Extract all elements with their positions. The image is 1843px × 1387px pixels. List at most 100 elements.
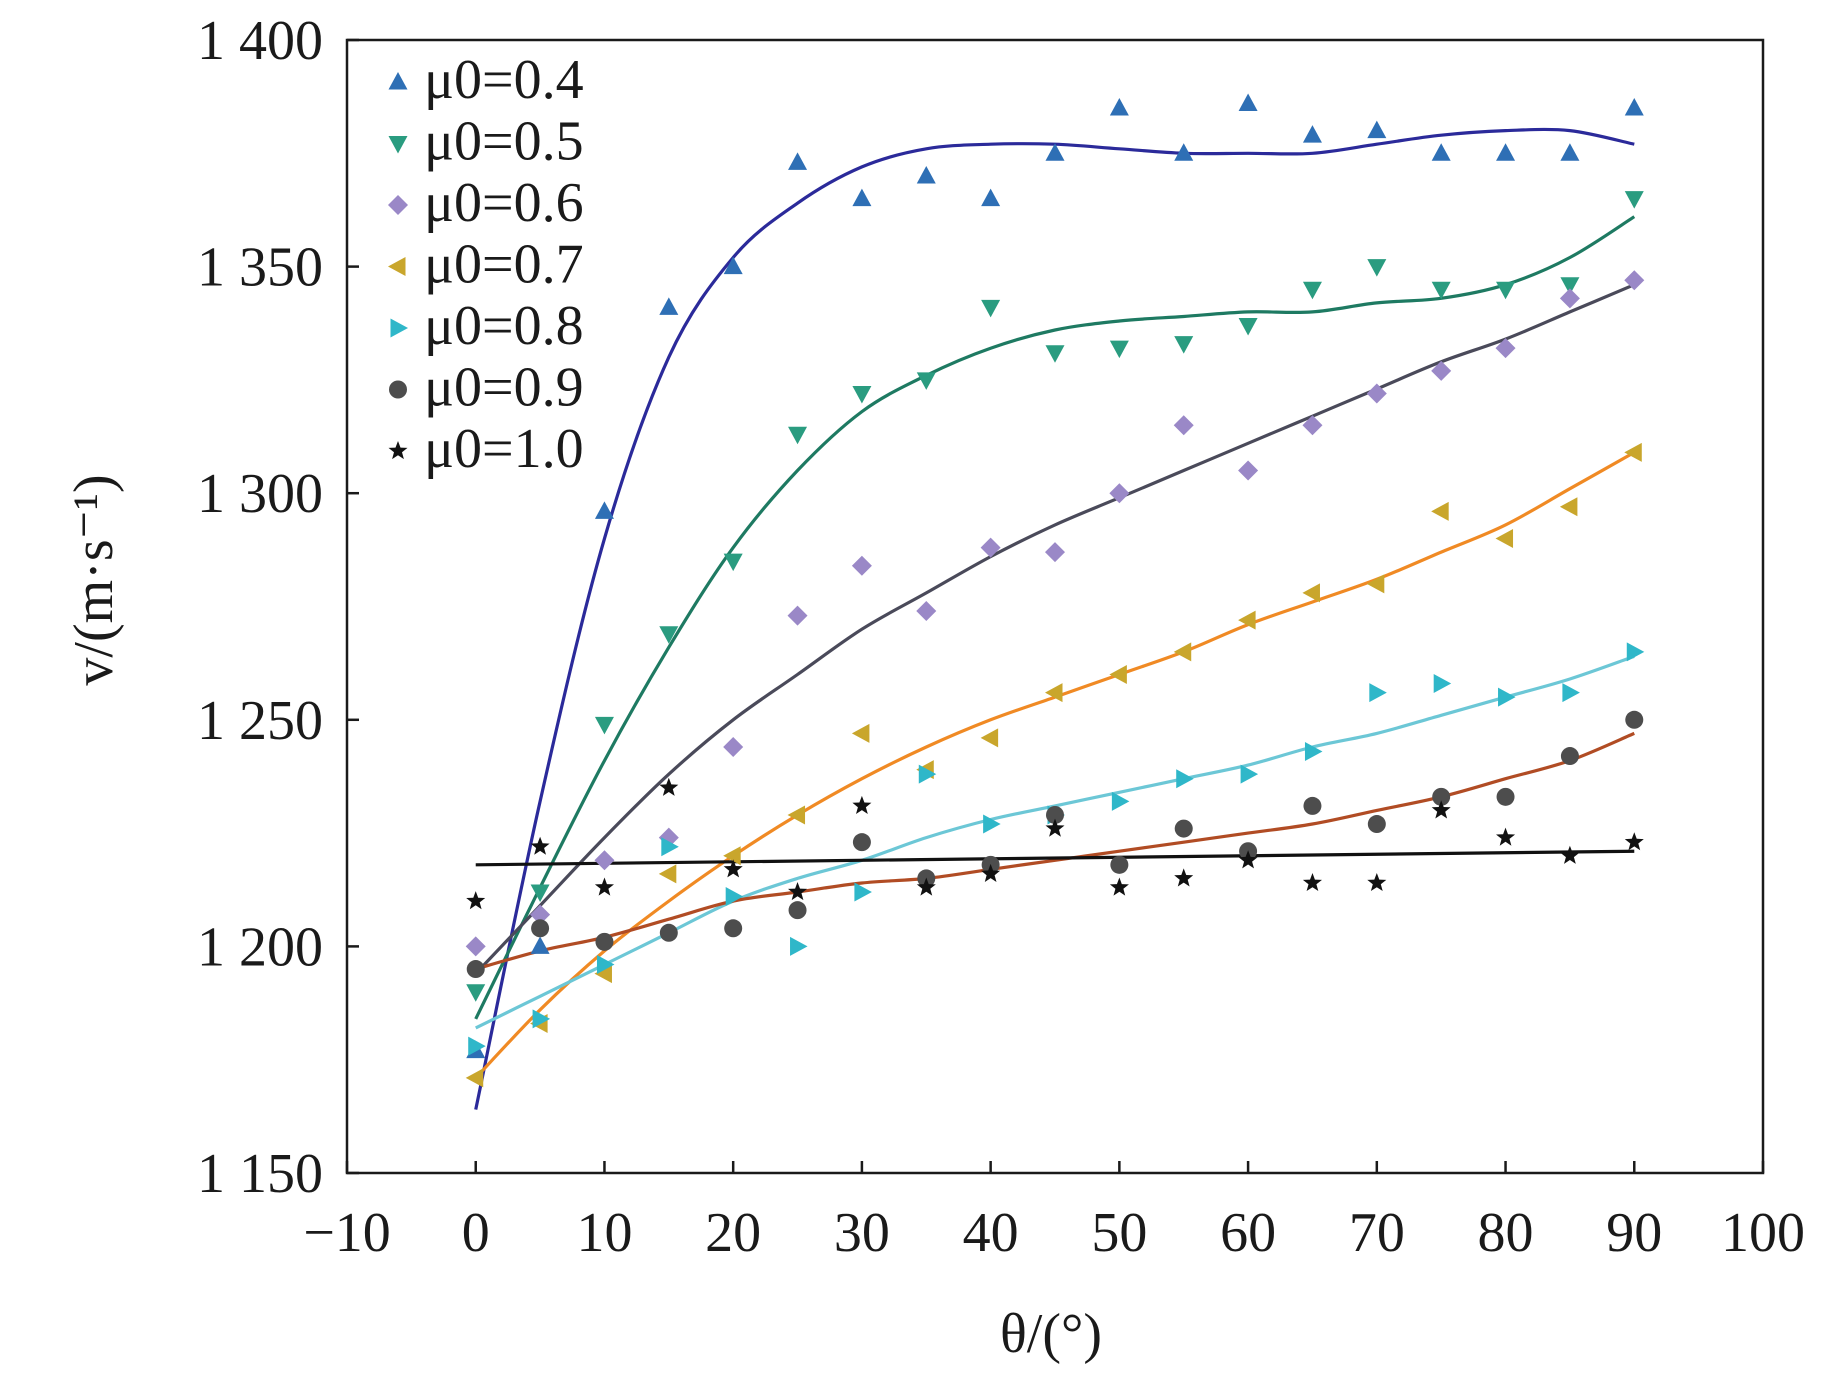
data-point — [983, 814, 1001, 834]
data-point — [1496, 827, 1516, 846]
data-point — [916, 601, 937, 622]
data-point — [1045, 345, 1065, 363]
data-point — [1302, 415, 1323, 436]
legend-label: μ0=0.7 — [424, 234, 584, 296]
data-point — [1046, 805, 1064, 824]
data-point — [1304, 742, 1323, 762]
data-point — [790, 936, 808, 956]
data-point — [787, 605, 808, 626]
data-point — [1625, 710, 1644, 729]
fit-curve-mu0-00-7 — [474, 451, 1636, 1079]
data-point — [661, 837, 679, 857]
data-point — [980, 537, 1001, 558]
data-point — [1498, 687, 1516, 707]
data-point — [1173, 642, 1192, 662]
x-tick-label: 10 — [576, 1202, 632, 1264]
series-mu0-00-6 — [465, 270, 1645, 957]
legend-item: μ0=0.4 — [388, 49, 584, 111]
legend-label: μ0=0.6 — [424, 172, 584, 234]
legend-marker — [388, 441, 408, 460]
data-point — [659, 923, 678, 942]
data-point — [659, 777, 679, 796]
data-point — [1238, 93, 1258, 111]
data-point — [1109, 97, 1129, 116]
data-point — [1109, 340, 1129, 359]
legend-marker — [389, 380, 407, 399]
data-point — [594, 850, 615, 871]
data-point — [1432, 787, 1451, 806]
data-point — [466, 984, 486, 1002]
data-point — [851, 555, 872, 576]
y-tick-label: 1 400 — [197, 10, 323, 72]
legend-item: μ0=0.8 — [390, 295, 584, 357]
x-tick-label: 30 — [834, 1202, 890, 1264]
legend: μ0=0.4μ0=0.5μ0=0.6μ0=0.7μ0=0.8μ0=0.9μ0=1… — [388, 49, 584, 480]
data-point — [1624, 442, 1642, 462]
data-point — [1367, 120, 1387, 139]
x-tick-label: 90 — [1606, 1202, 1662, 1264]
data-point — [788, 901, 807, 920]
data-point — [1624, 97, 1644, 116]
legend-label: μ0=0.5 — [424, 111, 584, 173]
data-point — [1240, 764, 1259, 784]
data-point — [1045, 818, 1065, 837]
y-tick-label: 1 300 — [197, 463, 323, 525]
data-point — [1431, 281, 1451, 300]
x-tick-label: 40 — [963, 1202, 1019, 1264]
series-mu0-00-7 — [465, 442, 1642, 1088]
data-point — [788, 152, 808, 170]
data-point — [725, 887, 744, 907]
data-point — [788, 882, 808, 901]
data-point — [1560, 277, 1580, 295]
data-point — [1496, 143, 1516, 161]
data-point — [852, 795, 872, 814]
fit-curve-mu0-00-6 — [474, 283, 1635, 975]
data-point — [468, 1036, 486, 1056]
data-point — [723, 859, 743, 878]
data-point — [852, 385, 872, 404]
data-point — [596, 955, 615, 975]
data-point — [1366, 383, 1387, 404]
data-point — [723, 256, 743, 275]
data-point — [1174, 868, 1194, 887]
data-point — [1109, 664, 1127, 684]
legend-label: μ0=0.9 — [424, 357, 584, 419]
data-point — [1238, 460, 1259, 481]
legend-marker — [388, 257, 406, 276]
data-point — [1238, 850, 1258, 869]
data-point — [852, 833, 871, 852]
data-point — [1624, 191, 1644, 209]
series-mu0-00-4 — [466, 93, 1644, 1059]
x-tick-label: 0 — [462, 1202, 490, 1264]
data-point — [1369, 683, 1387, 703]
y-tick-label: 1 200 — [197, 916, 323, 978]
data-point — [594, 501, 614, 519]
data-point — [466, 960, 485, 979]
legend-marker — [388, 136, 408, 154]
data-point — [1431, 501, 1449, 521]
legend-marker — [390, 318, 408, 338]
data-point — [1109, 483, 1130, 504]
data-point — [594, 877, 614, 896]
data-point — [1431, 800, 1451, 819]
fit-curves — [474, 127, 1636, 1110]
data-point — [1495, 529, 1514, 549]
data-point — [1559, 497, 1578, 517]
legend-item: μ0=0.9 — [389, 357, 584, 419]
data-point — [1238, 318, 1258, 336]
legend-item: μ0=0.5 — [388, 111, 584, 173]
legend-item: μ0=0.6 — [388, 172, 584, 234]
data-point — [594, 716, 614, 735]
data-point — [465, 936, 486, 957]
fit-curve-mu0-00-8 — [475, 654, 1635, 1030]
data-point — [1045, 683, 1063, 703]
legend-item: μ0=1.0 — [388, 418, 584, 480]
data-point — [854, 882, 872, 902]
data-point — [1111, 791, 1130, 811]
data-point — [530, 904, 551, 925]
data-point — [658, 864, 677, 884]
data-point — [1174, 819, 1193, 838]
data-point — [981, 188, 1001, 207]
